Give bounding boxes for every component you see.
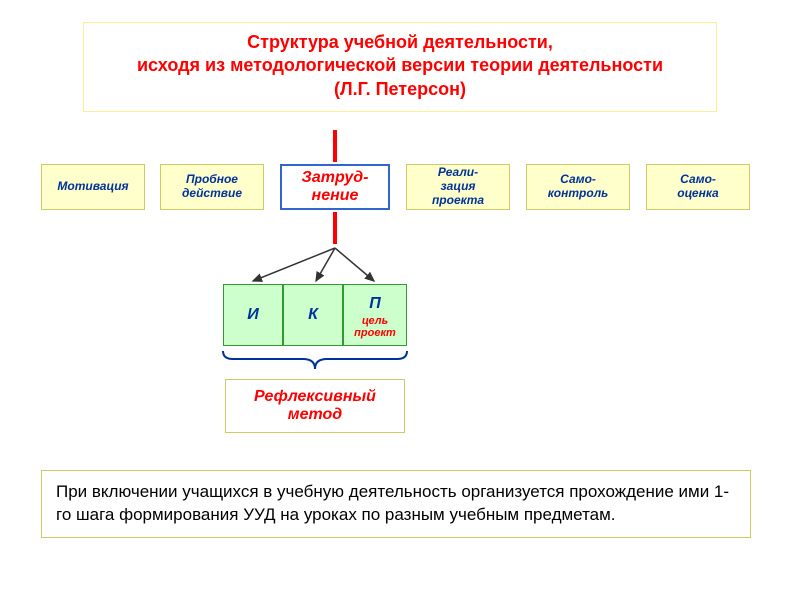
flow-box-selfeval: Само- оценка (646, 164, 750, 210)
title-box: Структура учебной деятельности, исходя и… (83, 22, 717, 112)
ikp-cell-i: И (223, 284, 283, 346)
flow-label: Мотивация (57, 180, 128, 194)
ikp-label: И (247, 306, 259, 324)
flow-label: Затруд- нение (302, 169, 369, 206)
ikp-sub: цель проект (354, 315, 396, 339)
flow-label: Реали- зация проекта (432, 166, 484, 207)
flow-box-realize: Реали- зация проекта (406, 164, 510, 210)
flow-label: Само- оценка (677, 173, 718, 201)
flow-box-selfcheck: Само- контроль (526, 164, 630, 210)
red-line-top (333, 130, 337, 162)
footer-box: При включении учащихся в учебную деятель… (41, 470, 751, 538)
title-line1: Структура учебной деятельности, (84, 31, 716, 54)
flow-label: Само- контроль (548, 173, 609, 201)
title-line2: исходя из методологической версии теории… (84, 54, 716, 77)
ikp-label: П (369, 295, 381, 313)
title-line3: (Л.Г. Петерсон) (84, 78, 716, 101)
ikp-cell-p: П цель проект (343, 284, 407, 346)
flow-box-motivation: Мотивация (41, 164, 145, 210)
ikp-label: К (308, 306, 318, 324)
brace-svg (221, 349, 409, 371)
footer-text: При включении учащихся в учебную деятель… (56, 482, 729, 524)
flow-label: Пробное действие (182, 173, 242, 201)
flow-box-trial: Пробное действие (160, 164, 264, 210)
reflex-box: Рефлексивный метод (225, 379, 405, 433)
ikp-cell-k: К (283, 284, 343, 346)
flow-box-difficulty: Затруд- нение (280, 164, 390, 210)
red-line-bottom (333, 212, 337, 244)
reflex-label: Рефлексивный метод (254, 388, 376, 425)
